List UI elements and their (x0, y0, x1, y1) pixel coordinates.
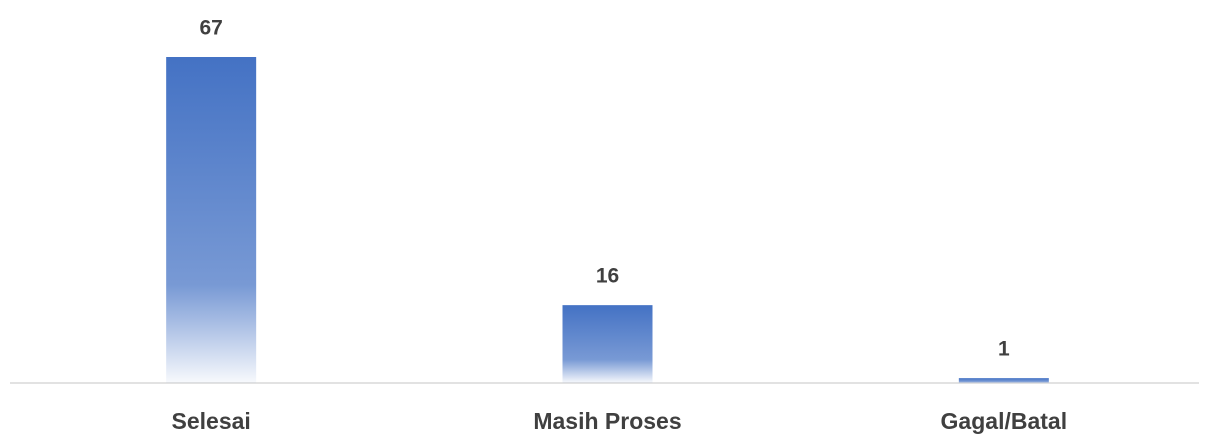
data-label: 67 (199, 17, 222, 40)
x-tick-label: Gagal/Batal (941, 408, 1068, 434)
bar (958, 378, 1049, 383)
data-label: 16 (596, 265, 619, 288)
bar (166, 57, 257, 383)
data-label: 1 (998, 338, 1010, 361)
x-tick-label: Masih Proses (533, 408, 681, 434)
x-tick-label: Selesai (172, 408, 251, 434)
bar (562, 305, 653, 383)
